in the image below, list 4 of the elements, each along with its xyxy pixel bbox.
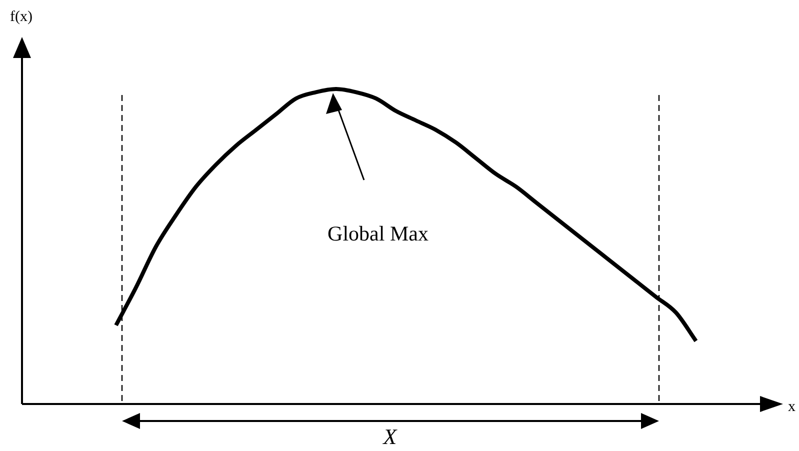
annotation: Global Max bbox=[328, 222, 429, 246]
text: x bbox=[788, 398, 796, 415]
text: X bbox=[382, 424, 398, 449]
text: f(x) bbox=[10, 8, 32, 25]
